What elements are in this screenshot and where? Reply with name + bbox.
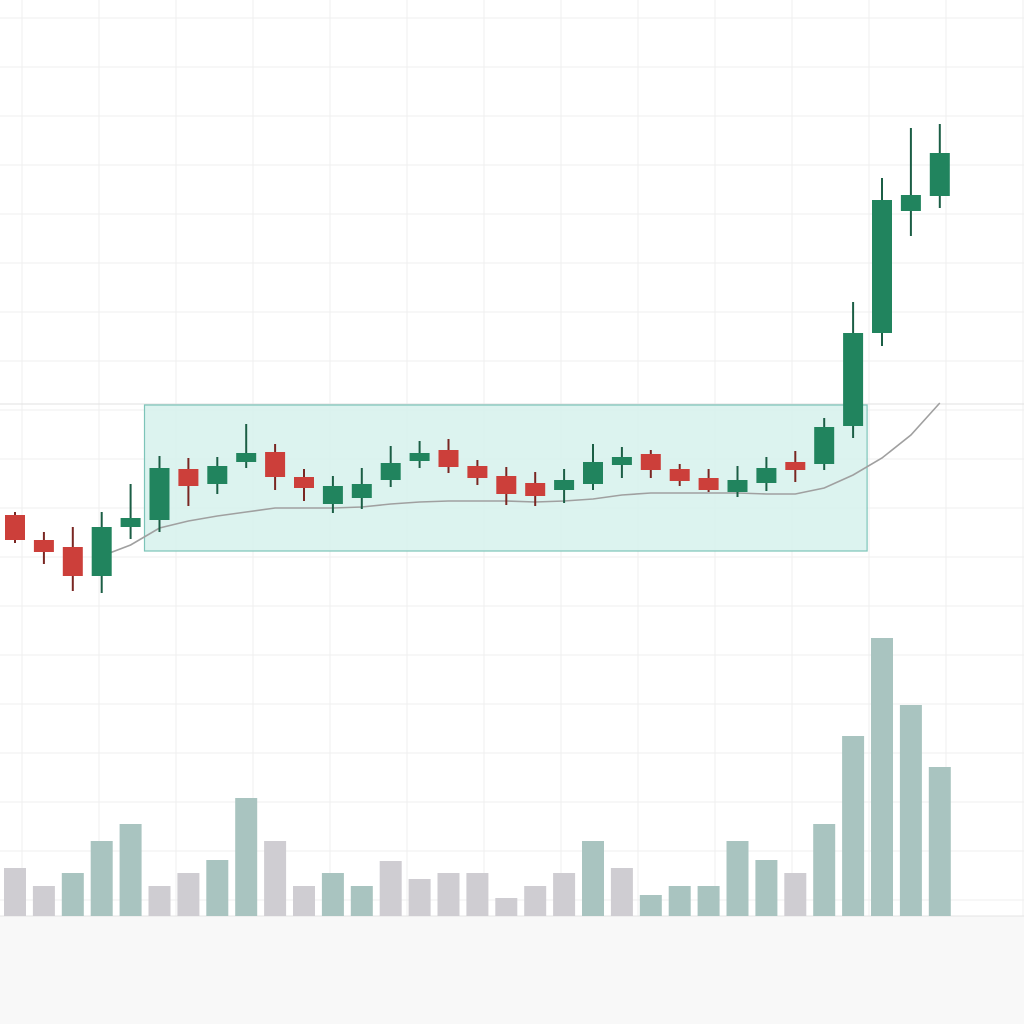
volume-bar [553,873,576,916]
volume-bar [784,873,807,916]
volume-bar [379,861,402,916]
volume-bar [206,860,229,916]
candle-body-up [554,480,575,490]
moving-average [101,402,941,557]
volume-bar [264,841,287,916]
volume-bar [697,886,720,916]
volume-bar [524,886,547,916]
candle-body-up [900,195,921,211]
candle-body-up [351,484,372,498]
volume-bar [639,895,662,916]
candle-body-up [149,468,170,520]
volume-bar [293,886,315,916]
candle-body-up [91,527,112,576]
candle-body-up [120,518,141,527]
candle-body-up [380,463,401,480]
candle-body-down [265,452,286,477]
volume-bar [437,873,460,916]
volume-bar [350,886,373,916]
candle-body-up [611,457,632,465]
candle-body-up [814,427,835,464]
candle-body-down [525,483,546,496]
candle-body-up [409,453,430,461]
volume-bar [928,767,951,916]
candle-body-down [496,476,517,494]
volume-bar [466,873,489,916]
volume-bar [755,860,778,916]
volume-bar [871,638,893,916]
candles [5,124,950,593]
volume-bar [321,873,344,916]
candle-body-down [640,454,661,470]
volume-bar [408,879,431,916]
candle-body-up [322,486,343,504]
candle-body-down [785,462,806,470]
candle-body-down [669,469,690,481]
candle-body-down [33,540,54,552]
volume-bar [899,705,922,916]
candle-body-down [467,466,488,478]
volume-bar [90,841,113,916]
candle-body-up [207,466,228,484]
volume-bar [4,868,26,916]
volume-bar [177,873,200,916]
footer-area [0,916,1024,1024]
volume-bar [235,798,258,916]
candle-body-up [236,453,257,462]
volume-bars [4,638,951,916]
volume-bar [842,736,865,916]
candle-body-up [872,200,892,333]
volume-bar [726,841,749,916]
candle-body-down [5,515,25,540]
candle-body-up [583,462,603,484]
candle-body-down [62,547,83,576]
volume-bar [148,886,171,916]
volume-bar [119,824,142,916]
volume-bar [610,868,633,916]
volume-bar [32,886,55,916]
moving-average-line [101,402,941,557]
volume-bar [495,898,518,916]
candle-body-up [929,153,950,196]
candle-body-down [178,469,199,486]
volume-bar [582,841,604,916]
candle-body-down [698,478,719,490]
volume-bar [813,824,836,916]
volume-bar [61,873,84,916]
candle-body-down [438,450,459,467]
candle-body-down [294,477,314,488]
candle-body-up [843,333,864,426]
volume-bar [668,886,691,916]
candle-body-up [727,480,748,492]
candle-body-up [756,468,777,483]
